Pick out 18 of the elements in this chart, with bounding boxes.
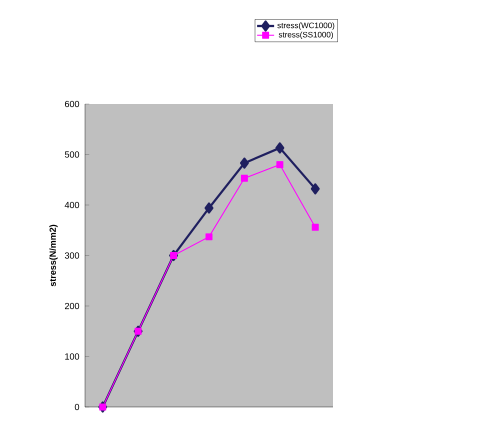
point bbox=[312, 224, 319, 231]
y-tick-label: 300 bbox=[64, 252, 80, 259]
y-tick-label: 100 bbox=[65, 353, 80, 360]
point bbox=[240, 158, 249, 169]
y-axis-title: stress(N/mm2) bbox=[49, 224, 58, 286]
point bbox=[170, 252, 178, 259]
y-tick-label: 200 bbox=[64, 302, 80, 310]
y-tick-label: 0 bbox=[74, 404, 80, 410]
y-tick-label: 500 bbox=[64, 151, 80, 158]
y-tick-label: 400 bbox=[64, 202, 80, 208]
point bbox=[240, 174, 248, 182]
point bbox=[310, 183, 320, 194]
point bbox=[206, 233, 212, 240]
point bbox=[276, 161, 284, 168]
y-tick-label: 600 bbox=[64, 100, 80, 108]
point bbox=[275, 142, 284, 154]
point bbox=[99, 404, 106, 410]
point bbox=[204, 202, 214, 214]
